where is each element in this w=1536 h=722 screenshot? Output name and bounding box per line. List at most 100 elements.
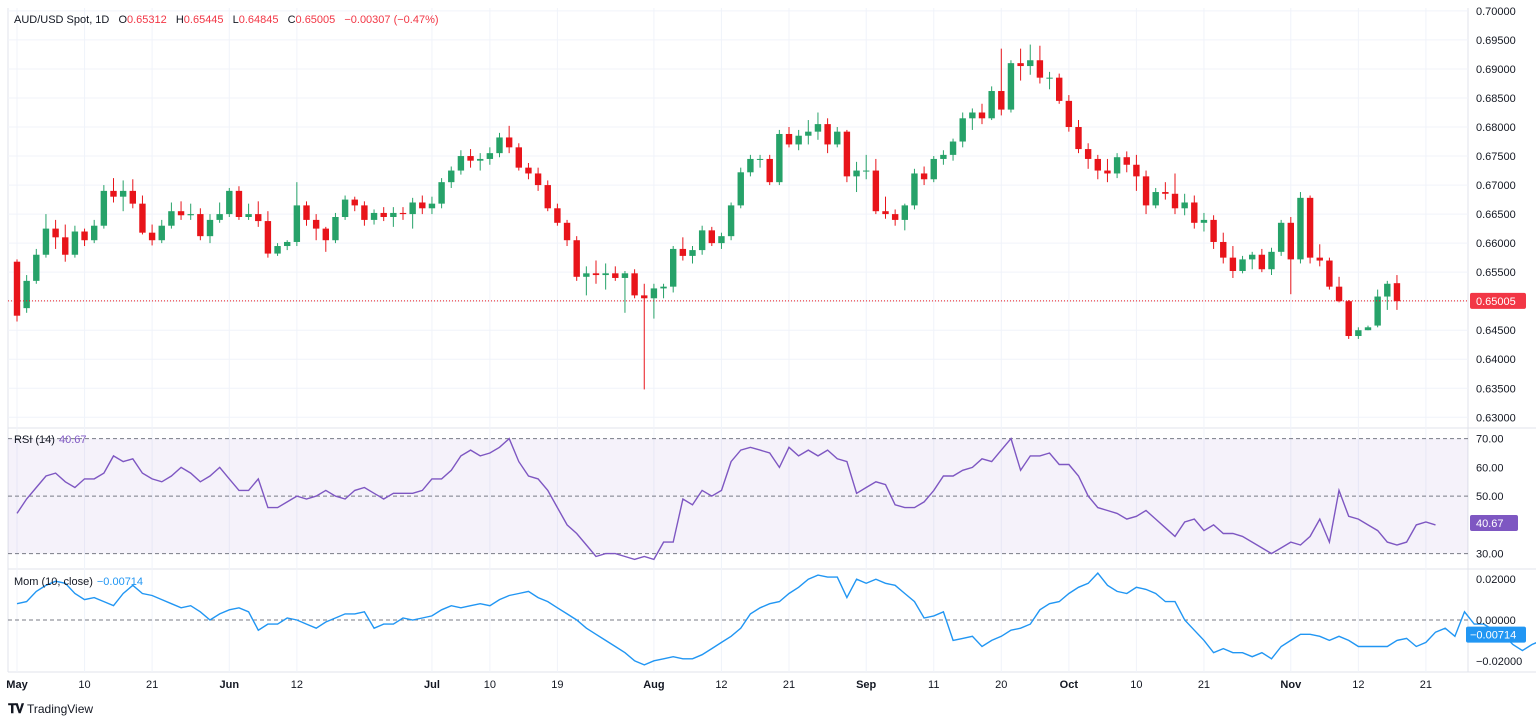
candle-body[interactable] — [641, 295, 648, 299]
candle-body[interactable] — [573, 240, 580, 277]
candle-body[interactable] — [332, 217, 339, 241]
candle-body[interactable] — [1191, 202, 1198, 223]
candle-body[interactable] — [274, 246, 281, 254]
candle-body[interactable] — [1210, 219, 1217, 242]
candle-body[interactable] — [544, 185, 551, 209]
candle-body[interactable] — [467, 156, 474, 161]
candle-body[interactable] — [293, 205, 301, 242]
candle-body[interactable] — [409, 202, 416, 215]
candle-body[interactable] — [110, 190, 117, 197]
candle-body[interactable] — [158, 225, 165, 241]
candle-body[interactable] — [660, 286, 667, 289]
candle-body[interactable] — [1326, 260, 1333, 287]
candle-body[interactable] — [62, 237, 69, 255]
candle-body[interactable] — [1046, 77, 1053, 79]
candle-body[interactable] — [882, 211, 889, 215]
candle-body[interactable] — [1277, 222, 1285, 252]
candle-body[interactable] — [322, 228, 329, 241]
candle-body[interactable] — [1268, 251, 1275, 270]
candle-body[interactable] — [197, 214, 204, 237]
candle-body[interactable] — [33, 254, 40, 281]
candle-body[interactable] — [940, 154, 947, 159]
rsi-pane[interactable] — [8, 437, 1468, 561]
candle-body[interactable] — [708, 230, 715, 244]
candle-body[interactable] — [399, 212, 407, 215]
candle-body[interactable] — [1142, 176, 1150, 206]
candle-body[interactable] — [969, 112, 976, 119]
candle-body[interactable] — [776, 133, 783, 183]
candle-body[interactable] — [814, 124, 822, 132]
candle-body[interactable] — [583, 273, 590, 277]
candle-body[interactable] — [1345, 301, 1352, 337]
candle-body[interactable] — [1287, 222, 1294, 260]
momentum-pane[interactable] — [8, 572, 1536, 666]
candle-body[interactable] — [303, 205, 310, 220]
candle-body[interactable] — [13, 261, 21, 316]
rsi-axis[interactable]: 70.00 60.00 50.00 30.00 40.67 — [1470, 434, 1518, 561]
tradingview-brand[interactable]: 𝐓𝐕 TradingView — [8, 701, 93, 717]
momentum-axis[interactable]: 0.02000 0.00000 −0.02000 −0.00714 — [1466, 574, 1526, 668]
candle-body[interactable] — [1007, 63, 1015, 110]
candle-body[interactable] — [1113, 157, 1121, 174]
candle-body[interactable] — [1181, 202, 1188, 209]
candle-body[interactable] — [255, 214, 262, 222]
candle-body[interactable] — [264, 221, 272, 254]
candle-body[interactable] — [1355, 330, 1362, 337]
candle-body[interactable] — [1220, 241, 1227, 258]
candle-body[interactable] — [602, 273, 609, 276]
candle-body[interactable] — [390, 212, 397, 217]
candle-body[interactable] — [698, 230, 706, 251]
candle-body[interactable] — [554, 208, 561, 223]
candle-body[interactable] — [863, 170, 870, 172]
candle-body[interactable] — [148, 232, 156, 241]
candle-body[interactable] — [457, 156, 465, 171]
candle-body[interactable] — [1171, 193, 1179, 209]
candle-body[interactable] — [177, 211, 185, 216]
candle-body[interactable] — [525, 167, 532, 174]
candle-body[interactable] — [1384, 283, 1391, 297]
candle-body[interactable] — [361, 205, 368, 220]
candle-body[interactable] — [1075, 127, 1082, 150]
candle-body[interactable] — [129, 190, 136, 204]
candle-body[interactable] — [1084, 149, 1092, 159]
candle-body[interactable] — [843, 131, 851, 177]
candle-body[interactable] — [718, 236, 725, 244]
candle-body[interactable] — [216, 214, 223, 220]
candle-body[interactable] — [920, 173, 928, 180]
candle-body[interactable] — [1094, 158, 1101, 171]
candle-body[interactable] — [496, 137, 503, 154]
candle-body[interactable] — [168, 211, 175, 226]
candle-body[interactable] — [1200, 219, 1208, 223]
candle-body[interactable] — [1152, 192, 1159, 206]
candle-body[interactable] — [206, 219, 214, 237]
candle-body[interactable] — [1374, 296, 1381, 326]
candle-body[interactable] — [52, 228, 59, 238]
candle-body[interactable] — [621, 273, 629, 278]
candle-body[interactable] — [1056, 77, 1063, 101]
candle-body[interactable] — [235, 190, 243, 217]
candle-body[interactable] — [245, 214, 252, 217]
candle-body[interactable] — [631, 273, 638, 296]
candle-body[interactable] — [1335, 286, 1343, 302]
candle-body[interactable] — [477, 158, 484, 161]
time-axis[interactable]: May 10 21 Jun 12 Jul 10 19 Aug 12 21 Sep 11 20 Oct 10 21… — [6, 679, 1432, 691]
candle-body[interactable] — [1239, 259, 1246, 271]
candle-body[interactable] — [679, 248, 687, 256]
candle-body[interactable] — [515, 147, 522, 168]
candle-body[interactable] — [727, 205, 735, 237]
candle-body[interactable] — [100, 190, 108, 226]
candle-body[interactable] — [824, 124, 831, 145]
candle-body[interactable] — [650, 288, 658, 299]
candle-body[interactable] — [747, 158, 754, 173]
candle-body[interactable] — [1065, 100, 1073, 128]
candle-body[interactable] — [988, 91, 995, 119]
candle-body[interactable] — [1297, 197, 1304, 260]
candle-body[interactable] — [834, 131, 841, 145]
candle-body[interactable] — [428, 203, 436, 209]
candle-body[interactable] — [341, 199, 349, 217]
candle-body[interactable] — [81, 231, 88, 241]
candle-body[interactable] — [1258, 254, 1266, 270]
candle-body[interactable] — [911, 173, 918, 206]
candle-body[interactable] — [370, 212, 378, 220]
candle-body[interactable] — [998, 91, 1005, 110]
